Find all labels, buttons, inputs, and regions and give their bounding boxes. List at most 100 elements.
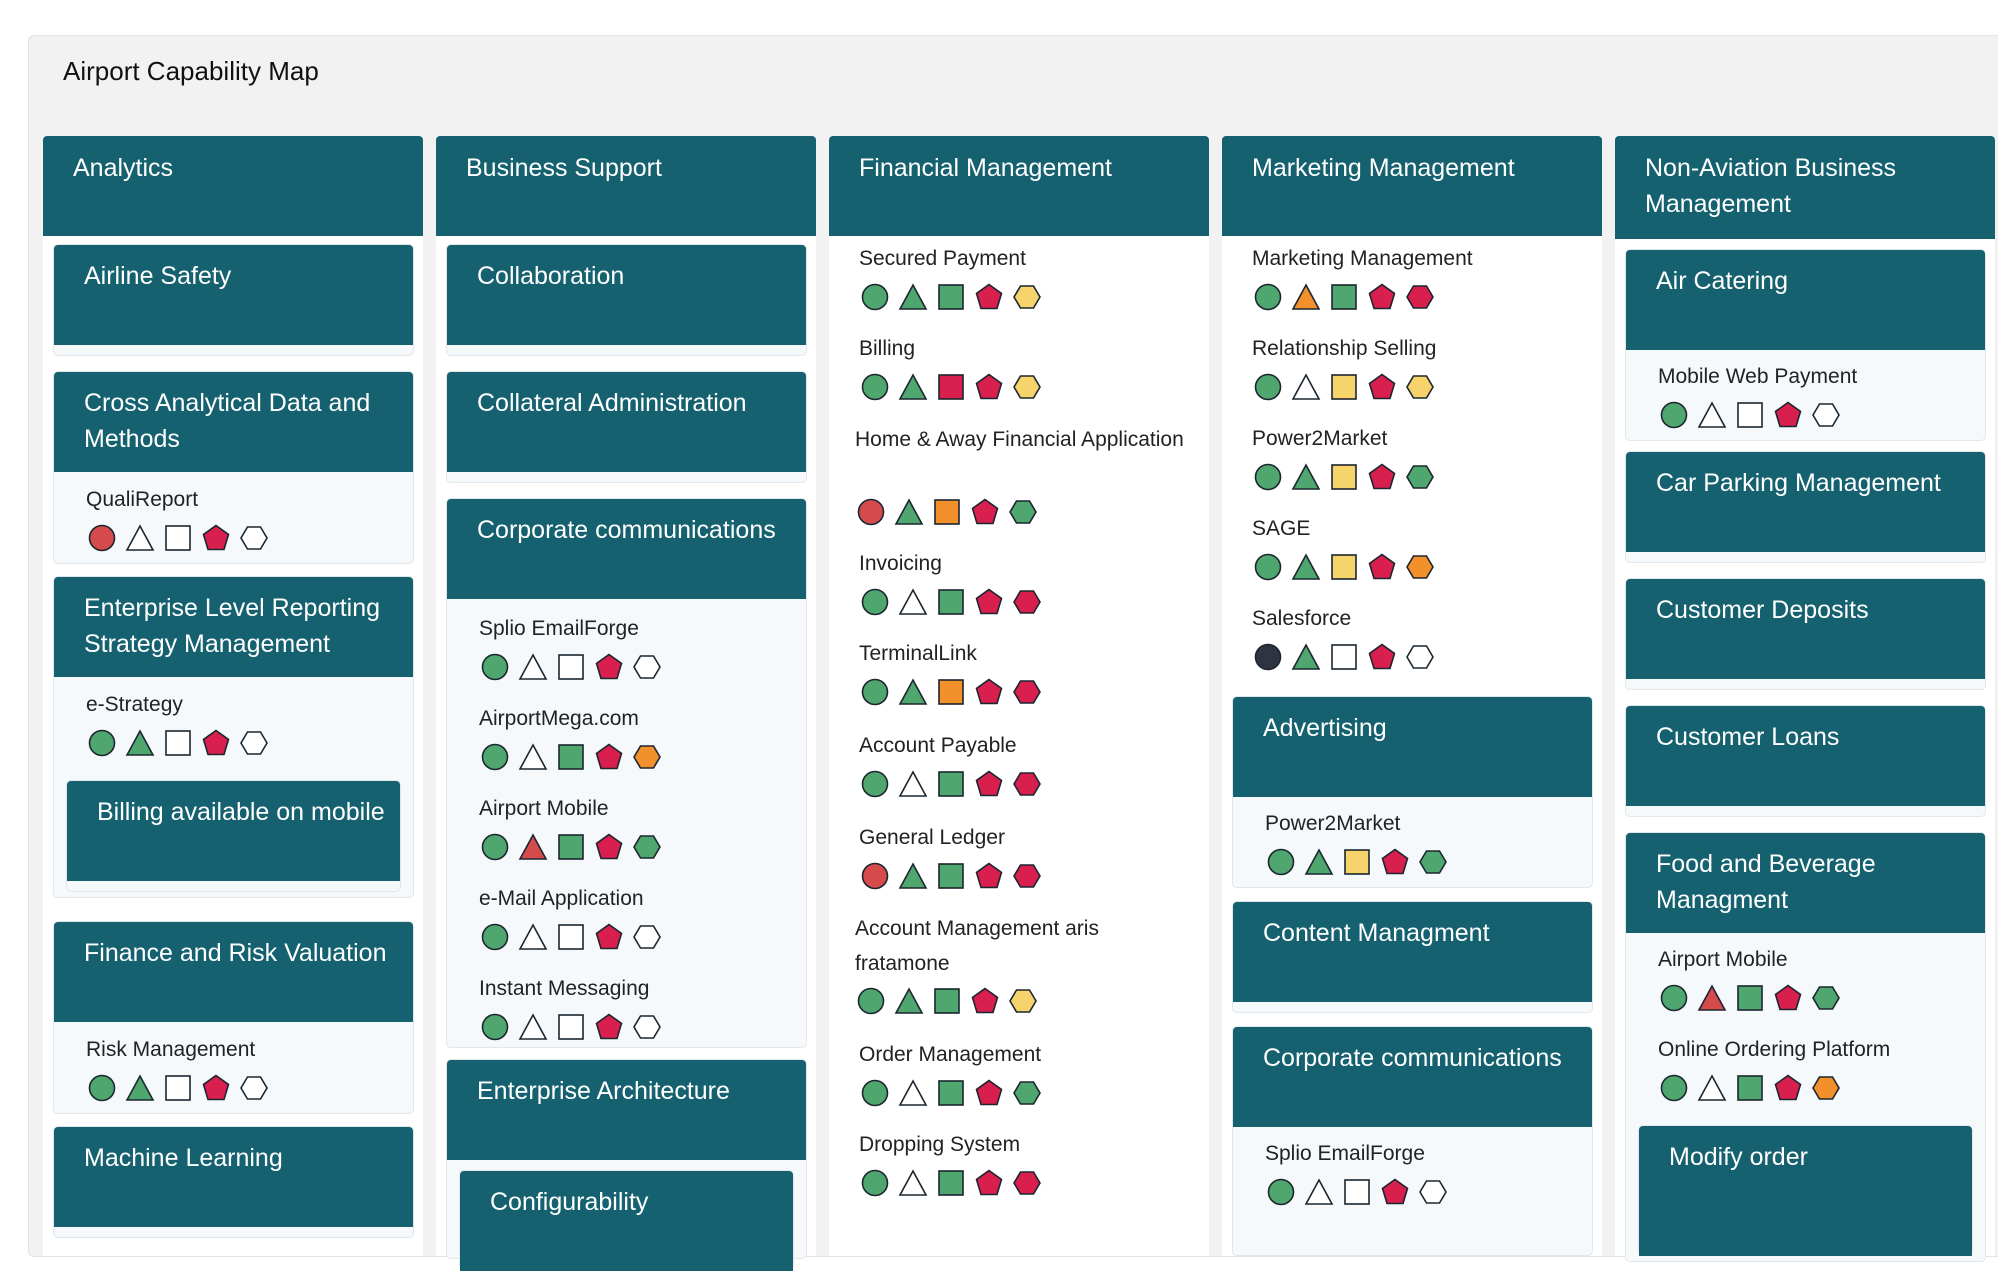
application-entry[interactable]: AirportMega.com <box>479 704 819 784</box>
application-entry[interactable]: Marketing Management <box>1252 244 1592 324</box>
capability-card[interactable]: Corporate communications Splio EmailForg… <box>446 498 807 1048</box>
application-entry[interactable]: SAGE <box>1252 514 1592 594</box>
capability-header[interactable]: Enterprise Level Reporting Strategy Mana… <box>54 577 413 677</box>
application-entry[interactable]: Airport Mobile <box>1658 945 1998 1025</box>
application-name: Airport Mobile <box>479 797 609 820</box>
column-header[interactable]: Non-Aviation Business Management <box>1615 136 1995 239</box>
application-entry[interactable]: Mobile Web Payment <box>1658 362 1998 442</box>
pentagon-crimson-icon <box>1381 848 1409 875</box>
capability-header[interactable]: Food and Beverage Managment <box>1626 833 1985 933</box>
sub-capability-header[interactable]: Configurability <box>460 1171 793 1271</box>
sub-capability-card[interactable]: Modify order <box>1638 1125 1973 1256</box>
application-entry[interactable]: Account Management aris fratamone <box>855 911 1195 1031</box>
application-entry[interactable]: TerminalLink <box>859 639 1199 719</box>
column-header[interactable]: Analytics <box>43 136 423 236</box>
application-entry[interactable]: Instant Messaging <box>479 974 819 1054</box>
square-orange-icon <box>934 499 960 525</box>
capability-header[interactable]: Airline Safety <box>54 245 413 345</box>
capability-header[interactable]: Machine Learning <box>54 1127 413 1227</box>
capability-card[interactable]: Customer Deposits <box>1625 578 1986 690</box>
capability-header[interactable]: Customer Loans <box>1626 706 1985 806</box>
application-entry[interactable]: Splio EmailForge <box>479 614 819 694</box>
hexagon-orange-icon <box>633 745 661 769</box>
capability-header[interactable]: Customer Deposits <box>1626 579 1985 679</box>
circle-green-icon <box>88 1074 116 1102</box>
capability-card[interactable]: Food and Beverage Managment Airport Mobi… <box>1625 832 1986 1262</box>
triangle-white-icon <box>1697 1074 1727 1101</box>
capability-header[interactable]: Corporate communications <box>1233 1027 1592 1127</box>
column-header[interactable]: Business Support <box>436 136 816 236</box>
pentagon-crimson-icon <box>202 524 230 551</box>
capability-card[interactable]: Advertising Power2Market <box>1232 696 1593 888</box>
application-entry[interactable]: Online Ordering Platform <box>1658 1035 1998 1115</box>
capability-header[interactable]: Cross Analytical Data and Methods <box>54 372 413 472</box>
square-green-icon <box>938 284 964 310</box>
triangle-green-icon <box>125 1074 155 1101</box>
capability-card[interactable]: Cross Analytical Data and Methods QualiR… <box>53 371 414 564</box>
circle-green-icon <box>481 743 509 771</box>
capability-header[interactable]: Advertising <box>1233 697 1592 797</box>
circle-green-icon <box>481 833 509 861</box>
hexagon-green-icon <box>1013 1081 1041 1105</box>
capability-header[interactable]: Content Managment <box>1233 902 1592 1002</box>
application-entry[interactable]: Risk Management <box>86 1035 426 1115</box>
application-name: Secured Payment <box>859 247 1026 270</box>
capability-card[interactable]: Air Catering Mobile Web Payment <box>1625 249 1986 441</box>
capability-header[interactable]: Car Parking Management <box>1626 452 1985 552</box>
circle-green-icon <box>861 1169 889 1197</box>
column-header[interactable]: Financial Management <box>829 136 1209 236</box>
sub-capability-header[interactable]: Billing available on mobile <box>67 781 400 881</box>
application-entry[interactable]: e-Mail Application <box>479 884 819 964</box>
application-entry[interactable]: Secured Payment <box>859 244 1199 324</box>
application-entry[interactable]: General Ledger <box>859 823 1199 903</box>
application-entry[interactable]: Airport Mobile <box>479 794 819 874</box>
application-entry[interactable]: Splio EmailForge <box>1265 1139 1605 1219</box>
application-entry[interactable]: Relationship Selling <box>1252 334 1592 414</box>
application-entry[interactable]: Order Management <box>859 1040 1199 1120</box>
capability-card[interactable]: Airline Safety <box>53 244 414 356</box>
capability-header[interactable]: Corporate communications <box>447 499 806 599</box>
capability-header[interactable]: Finance and Risk Valuation <box>54 922 413 1022</box>
capability-header[interactable]: Collaboration <box>447 245 806 345</box>
capability-card[interactable]: Content Managment <box>1232 901 1593 1013</box>
capability-card[interactable]: Car Parking Management <box>1625 451 1986 563</box>
sub-capability-card[interactable]: Billing available on mobile <box>66 780 401 892</box>
application-name: Account Payable <box>859 734 1017 757</box>
application-entry[interactable]: Salesforce <box>1252 604 1592 684</box>
application-name: Dropping System <box>859 1133 1021 1156</box>
circle-green-icon <box>88 729 116 757</box>
application-entry[interactable]: Dropping System <box>859 1130 1199 1210</box>
triangle-white-icon <box>1697 401 1727 428</box>
capability-card[interactable]: Corporate communications Splio EmailForg… <box>1232 1026 1593 1256</box>
square-crimson-icon <box>938 374 964 400</box>
application-entry[interactable]: QualiReport <box>86 485 426 565</box>
circle-green-icon <box>1254 283 1282 311</box>
capability-card[interactable]: Finance and Risk Valuation Risk Manageme… <box>53 921 414 1114</box>
application-entry[interactable]: Invoicing <box>859 549 1199 629</box>
circle-green-icon <box>1660 401 1688 429</box>
capability-card[interactable]: Collaboration <box>446 244 807 356</box>
capability-header[interactable]: Air Catering <box>1626 250 1985 350</box>
application-entry[interactable]: Power2Market <box>1252 424 1592 504</box>
capability-header[interactable]: Collateral Administration <box>447 372 806 472</box>
sub-capability-header[interactable]: Modify order <box>1639 1126 1972 1256</box>
hexagon-white-icon <box>240 731 268 755</box>
capability-card[interactable]: Machine Learning <box>53 1126 414 1238</box>
capability-card[interactable]: Enterprise Architecture Configurability <box>446 1059 807 1271</box>
hexagon-yellow-icon <box>1013 285 1041 309</box>
column-header[interactable]: Marketing Management <box>1222 136 1602 236</box>
application-entry[interactable]: Billing <box>859 334 1199 414</box>
application-entry[interactable]: e-Strategy <box>86 690 426 770</box>
capability-card[interactable]: Enterprise Level Reporting Strategy Mana… <box>53 576 414 898</box>
application-entry[interactable]: Power2Market <box>1265 809 1605 889</box>
square-white-icon <box>558 1014 584 1040</box>
capability-card[interactable]: Customer Loans <box>1625 705 1986 817</box>
sub-capability-card[interactable]: Configurability <box>459 1170 794 1271</box>
capability-header[interactable]: Enterprise Architecture <box>447 1060 806 1160</box>
triangle-white-icon <box>1304 1178 1334 1205</box>
pentagon-crimson-icon <box>1774 1074 1802 1101</box>
application-entry[interactable]: Account Payable <box>859 731 1199 811</box>
capability-card[interactable]: Collateral Administration <box>446 371 807 483</box>
square-green-icon <box>1331 284 1357 310</box>
application-entry[interactable]: Home & Away Financial Application <box>855 422 1195 542</box>
